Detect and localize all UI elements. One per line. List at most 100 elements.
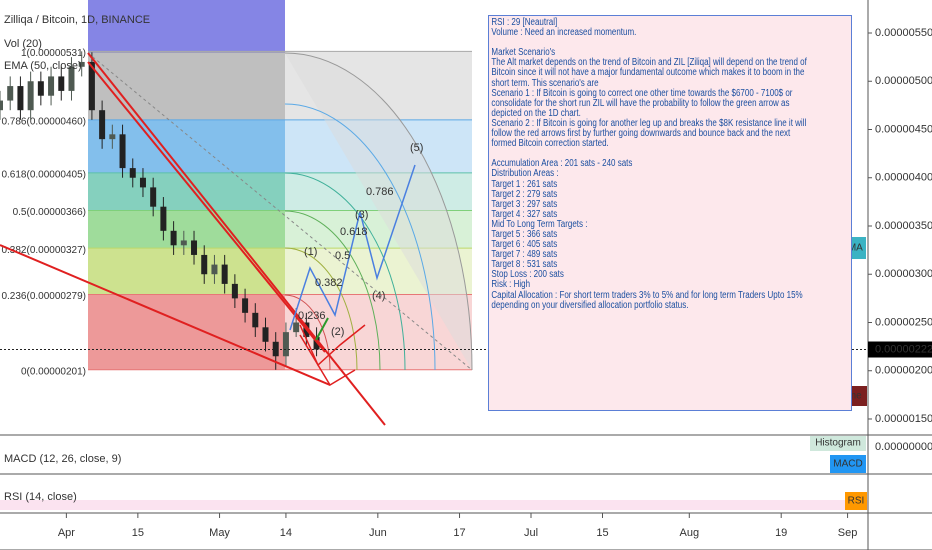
wave-label: (5) <box>410 142 423 154</box>
note-line: formed Bitcoin correction started. <box>491 138 609 150</box>
note-line: RSI : 29 [Neautral] <box>491 17 558 28</box>
candle-body <box>27 81 34 111</box>
candle-body <box>282 332 289 357</box>
candle-body <box>88 61 95 111</box>
y-tick-label: 0.00000250 <box>875 316 932 328</box>
fan-label: 0.5 <box>335 250 350 262</box>
fib-top-band <box>88 0 285 53</box>
fib-label: 1(0.00000531) <box>21 48 86 59</box>
badge-label: RSI <box>848 496 865 507</box>
x-tick-label: Jul <box>524 527 538 539</box>
candle-body <box>170 230 177 246</box>
y-tick-label: 0.00000450 <box>875 123 932 135</box>
badge <box>845 492 867 510</box>
note-box: RSI : 29 [Neautral] Volume : Need an incr… <box>488 15 852 411</box>
note-text: RSI : 29 [Neautral] Volume : Need an incr… <box>489 16 851 313</box>
note-line: short term. This scenario's are <box>491 77 599 89</box>
candle-body <box>37 81 44 96</box>
y-tick-label: 0.00000150 <box>875 413 932 425</box>
fan-arc <box>284 52 473 371</box>
note-line: consolidate for the short run ZIL will h… <box>491 97 790 109</box>
note-line: Risk : High <box>491 279 531 291</box>
red-arrow <box>299 324 366 367</box>
indicator-label: EMA (50, close) <box>4 60 82 72</box>
x-tick-label: May <box>209 527 230 539</box>
note-line: Target 1 : 261 sats <box>491 178 558 190</box>
fib-label: 0.5(0.00000366) <box>13 207 86 218</box>
fib-label: 0.618(0.00000405) <box>1 170 86 181</box>
drawings <box>0 52 416 426</box>
note-line: Volume : Need an increased momentum. <box>491 27 637 39</box>
candle-body <box>139 177 146 188</box>
note-line: Scenario 2 : If Bitcoin is going for ano… <box>491 117 807 129</box>
candle-body <box>191 240 198 255</box>
red-trendline <box>87 52 386 426</box>
candle-body <box>242 298 249 313</box>
x-tick-label: 15 <box>132 527 144 539</box>
pane-label: MACD (12, 26, close, 9) <box>4 453 121 465</box>
fib-band <box>88 248 285 295</box>
candle-body <box>150 187 157 207</box>
candle-body <box>68 66 75 91</box>
badge-label: EMA <box>841 243 863 254</box>
note-line: Target 2 : 279 sats <box>491 188 558 200</box>
badge <box>810 436 866 451</box>
candle-body <box>7 86 14 101</box>
candle-body <box>252 312 259 328</box>
pane-label: RSI (14, close) <box>4 491 77 503</box>
y-tick-label: 0.00000300 <box>875 268 932 280</box>
fib-band <box>88 172 285 211</box>
candle-body <box>231 283 238 299</box>
candle-body <box>293 322 300 333</box>
wave-label: (1) <box>304 246 317 258</box>
note-line: depicted on the 1D chart. <box>491 107 581 119</box>
green-arrow <box>315 317 329 341</box>
note-paragraph: Accumulation Area : 201 sats - 240 sats D… <box>491 158 851 311</box>
y-tick-label: 0.00000200 <box>875 365 932 377</box>
fan-arc <box>284 172 406 371</box>
fan-label: 0.618 <box>340 226 368 238</box>
candles <box>0 51 320 370</box>
y-tick-label: 0.00000000 <box>875 441 932 453</box>
candle-body <box>17 86 24 111</box>
candle-body <box>99 110 106 140</box>
fan-label: 0.236 <box>298 310 326 322</box>
fan-arc <box>284 103 436 371</box>
x-tick-label: 14 <box>280 527 292 539</box>
red-arrow <box>299 334 356 387</box>
fib-band <box>88 119 285 173</box>
x-tick-label: 19 <box>775 527 787 539</box>
y-tick-label: 0.00000350 <box>875 220 932 232</box>
candle-body <box>160 206 167 231</box>
fan-arc <box>284 210 381 371</box>
note-line: depending on your diversified allocation… <box>491 299 689 311</box>
badge-label: MACD <box>833 459 862 470</box>
red-trendline <box>0 244 331 386</box>
last-price-box <box>868 341 932 358</box>
badge-label: Histogram <box>815 438 861 449</box>
red-trendline <box>87 61 326 353</box>
fan-label: 0.382 <box>315 277 343 289</box>
fib-label: 0.236(0.00000279) <box>1 291 86 302</box>
candle-body <box>211 264 218 275</box>
note-line: Target 7 : 489 sats <box>491 249 558 261</box>
note-line: Target 3 : 297 sats <box>491 198 558 210</box>
candle-body <box>129 168 136 178</box>
note-line: Stop Loss : 200 sats <box>491 269 564 281</box>
fan-label: 0.786 <box>366 186 394 198</box>
chart-title: Zilliqa / Bitcoin, 1D, BINANCE <box>4 14 150 26</box>
wave-label: (3) <box>355 209 368 221</box>
note-line: Distribution Areas : <box>491 168 559 180</box>
y-tick-label: 0.00000500 <box>875 75 932 87</box>
note-line: The Alt market depends on the trend of B… <box>491 57 807 69</box>
x-tick-label: 17 <box>453 527 465 539</box>
x-tick-label: 15 <box>596 527 608 539</box>
last-price-label: 0.00000222 <box>875 343 932 355</box>
fan-arcs <box>87 52 473 371</box>
candle-body <box>201 254 208 275</box>
wave-label: (2) <box>331 326 344 338</box>
candle-body <box>109 134 116 140</box>
note-line: Accumulation Area : 201 sats - 240 sats <box>491 158 633 170</box>
candle-body <box>48 76 55 96</box>
